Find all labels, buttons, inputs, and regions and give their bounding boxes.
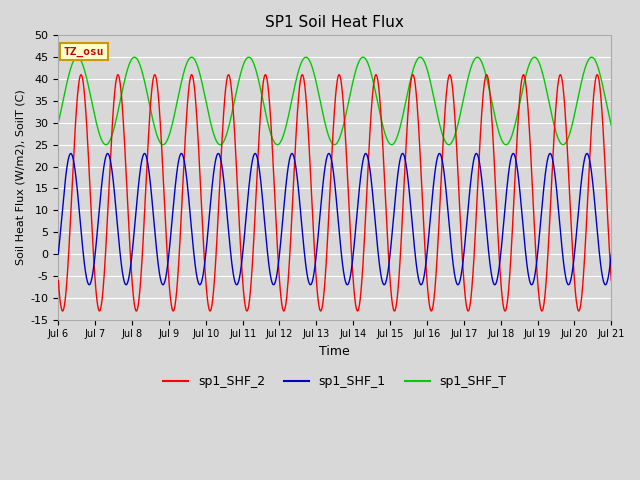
- Text: TZ_osu: TZ_osu: [64, 47, 104, 57]
- Title: SP1 Soil Heat Flux: SP1 Soil Heat Flux: [266, 15, 404, 30]
- Legend: sp1_SHF_2, sp1_SHF_1, sp1_SHF_T: sp1_SHF_2, sp1_SHF_1, sp1_SHF_T: [158, 370, 511, 393]
- X-axis label: Time: Time: [319, 345, 350, 358]
- Y-axis label: Soil Heat Flux (W/m2), SoilT (C): Soil Heat Flux (W/m2), SoilT (C): [15, 90, 25, 265]
